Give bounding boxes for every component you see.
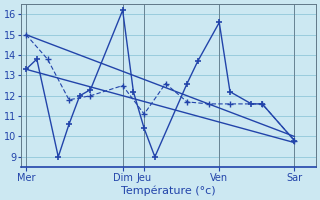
X-axis label: Température (°c): Température (°c)	[121, 185, 216, 196]
